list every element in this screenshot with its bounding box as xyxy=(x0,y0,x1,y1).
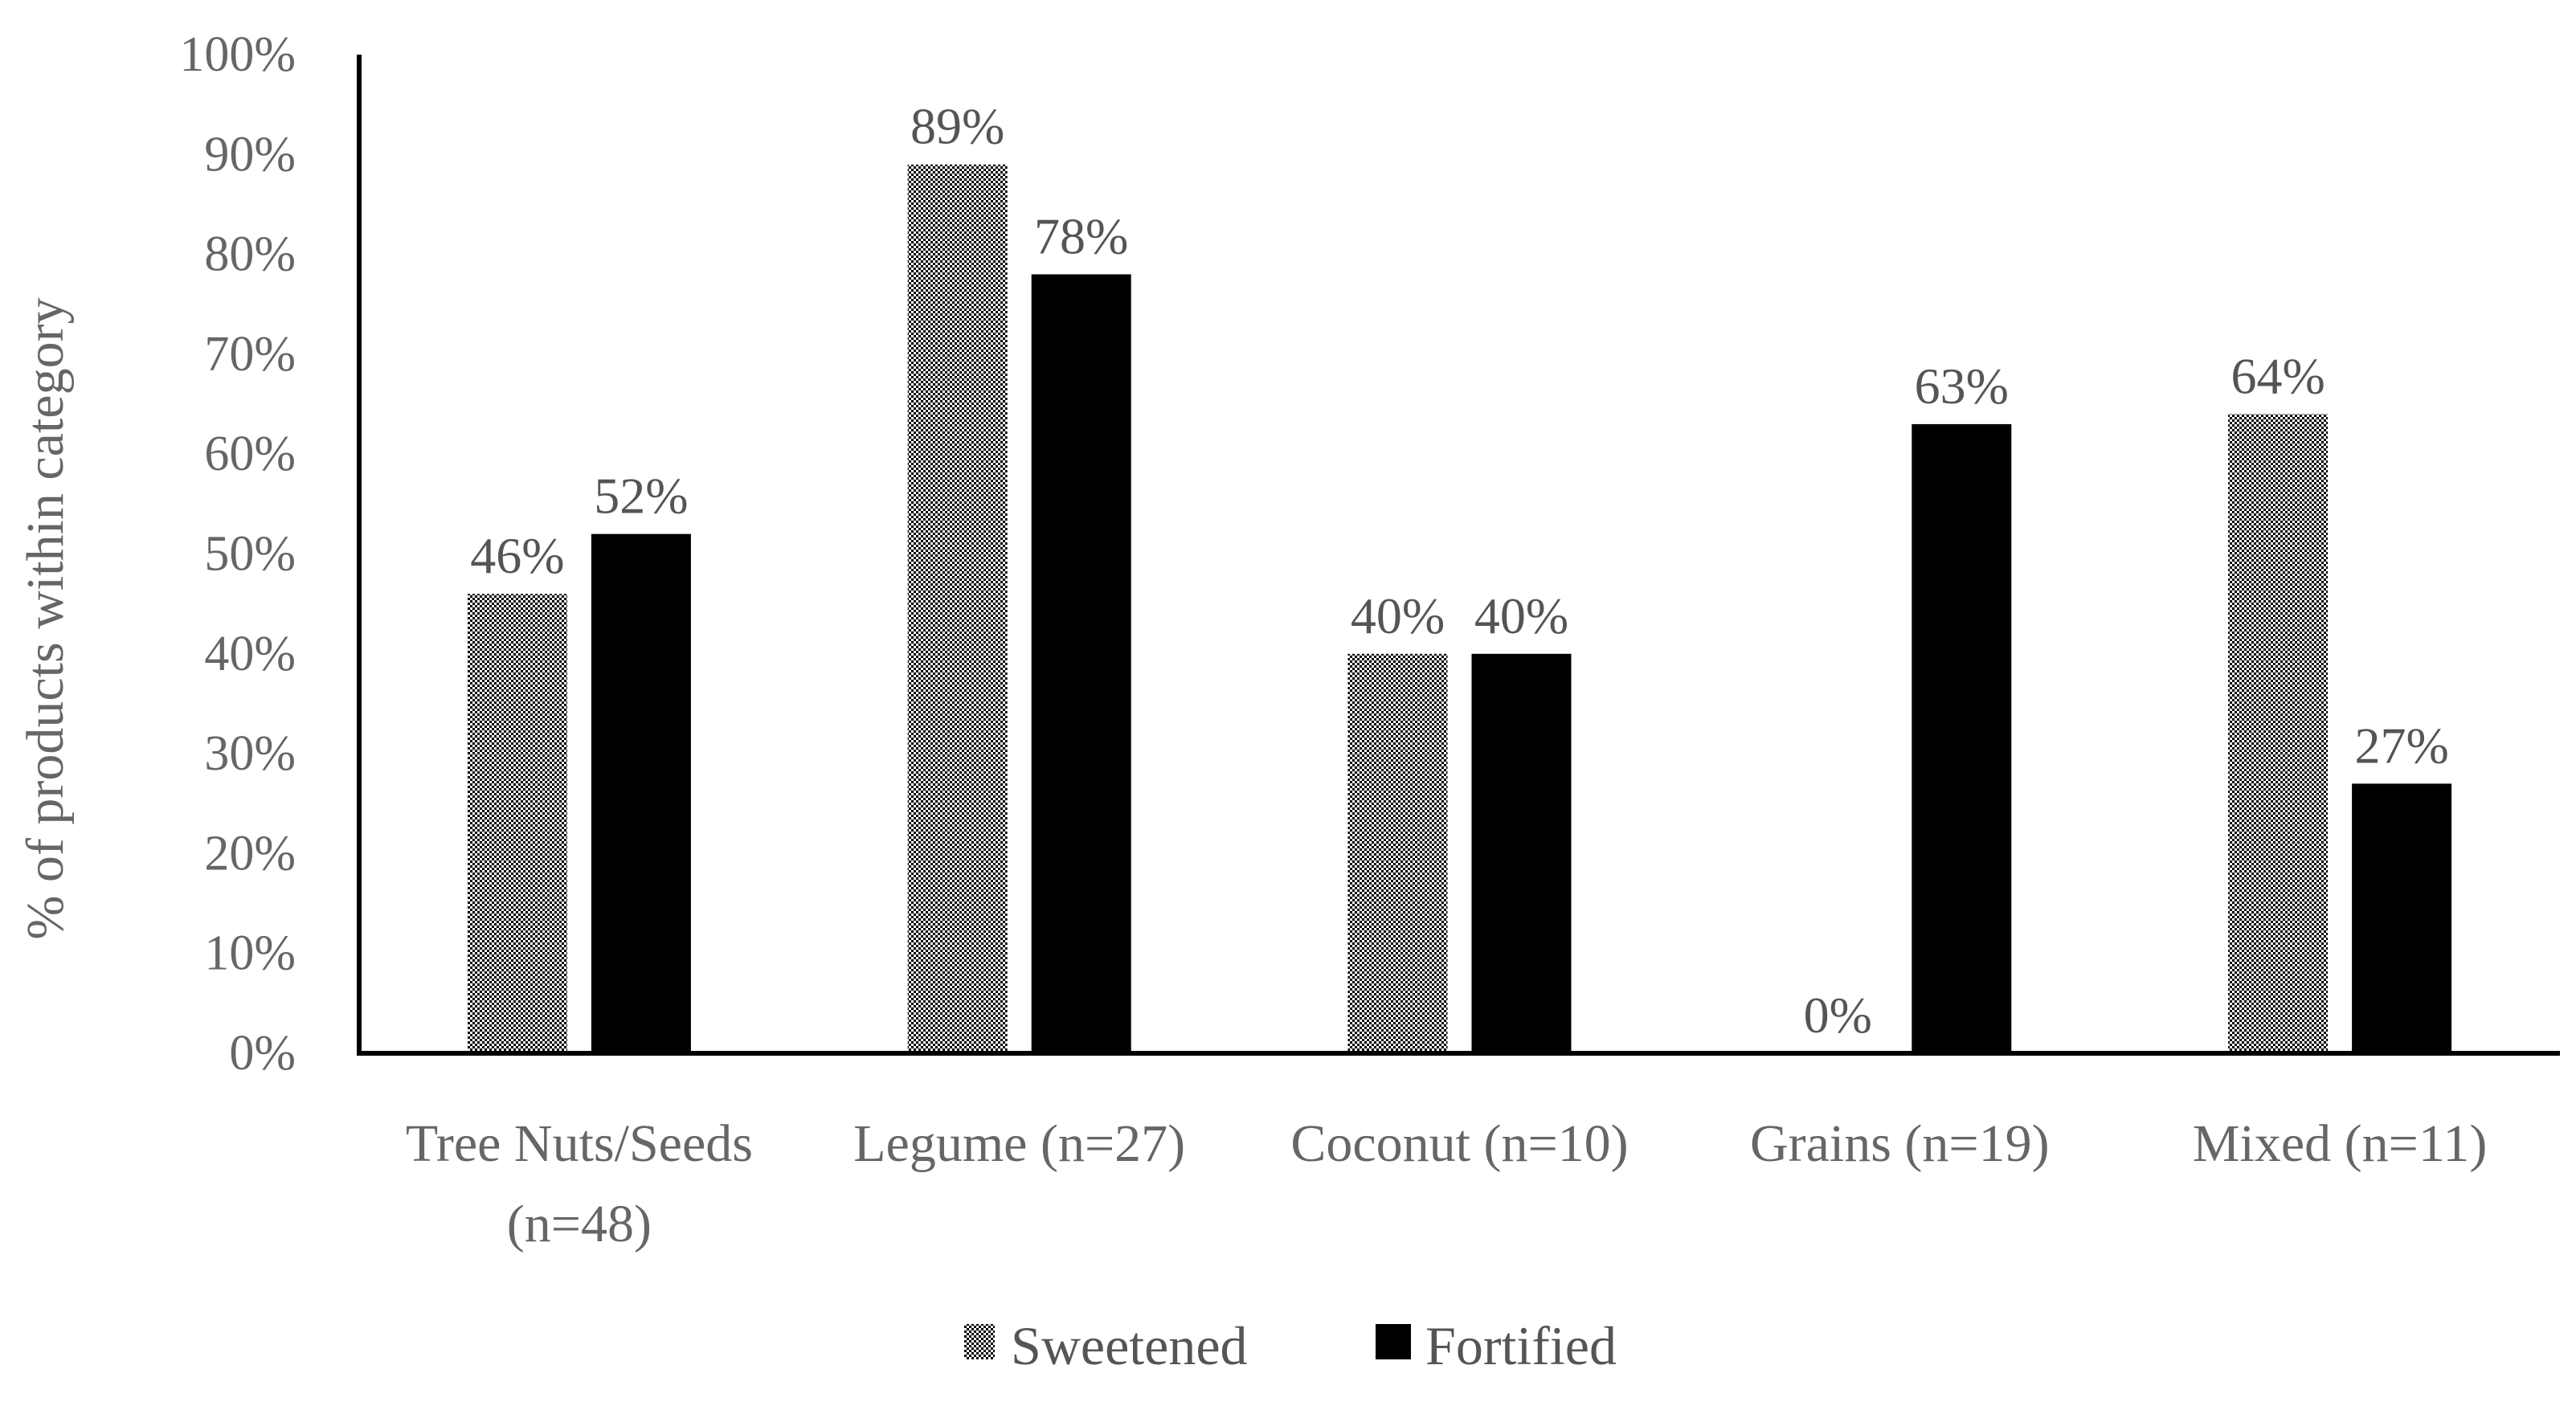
data-label-fortified: 27% xyxy=(2354,717,2448,774)
x-category-label: Coconut (n=10) xyxy=(1290,1114,1628,1173)
bar-fortified xyxy=(1471,653,1572,1053)
bar-sweetened xyxy=(2228,414,2329,1053)
y-tick-label: 20% xyxy=(204,826,296,881)
y-tick-label: 30% xyxy=(204,726,296,781)
bar-sweetened xyxy=(467,594,567,1053)
data-labels: 46% 89% 40% 0% 64% 52% 78% 40% 63% 27% xyxy=(470,98,2449,1044)
legend-swatch-fortified xyxy=(1376,1324,1411,1359)
bar-fortified xyxy=(2352,783,2452,1053)
data-label-fortified: 78% xyxy=(1034,207,1128,264)
y-tick-label: 40% xyxy=(204,627,296,681)
legend: Sweetened Fortified xyxy=(964,1315,1617,1376)
legend-label-fortified: Fortified xyxy=(1425,1315,1617,1376)
bar-fortified xyxy=(1031,274,1131,1054)
x-category-label: Tree Nuts/Seeds (n=48) xyxy=(406,1114,753,1253)
y-tick-label: 70% xyxy=(204,327,296,382)
bars xyxy=(467,164,2452,1054)
x-category-label: Grains (n=19) xyxy=(1750,1114,2050,1173)
legend-swatch-sweetened xyxy=(964,1324,995,1359)
y-tick-label: 10% xyxy=(204,926,296,981)
bar-sweetened xyxy=(907,164,1008,1054)
bar-fortified xyxy=(1912,423,2012,1053)
data-label-sweetened: 0% xyxy=(1804,987,1872,1044)
y-tick-label: 0% xyxy=(229,1026,296,1081)
y-axis-ticks: 0% 10% 20% 30% 40% 50% 60% 70% 80% 90% 100% xyxy=(179,27,296,1081)
legend-label-sweetened: Sweetened xyxy=(1011,1315,1248,1376)
y-tick-label: 50% xyxy=(204,527,296,582)
y-tick-label: 80% xyxy=(204,227,296,282)
x-category-label: Legume (n=27) xyxy=(853,1114,1185,1173)
data-label-sweetened: 40% xyxy=(1351,587,1445,644)
y-tick-label: 60% xyxy=(204,427,296,481)
y-axis-label: % of products within category xyxy=(16,297,75,939)
data-label-fortified: 63% xyxy=(1915,358,2009,415)
x-category-label: Mixed (n=11) xyxy=(2193,1114,2488,1173)
data-label-sweetened: 46% xyxy=(470,527,564,584)
y-tick-label: 100% xyxy=(179,27,296,82)
bar-fortified xyxy=(591,533,691,1053)
bar-sweetened xyxy=(1347,653,1448,1053)
data-label-sweetened: 64% xyxy=(2230,347,2325,404)
x-axis-categories: Tree Nuts/Seeds (n=48) Legume (n=27) Coconu… xyxy=(406,1114,2488,1253)
data-label-fortified: 52% xyxy=(594,468,688,525)
data-label-fortified: 40% xyxy=(1474,587,1568,644)
data-label-sweetened: 89% xyxy=(910,98,1004,155)
y-tick-label: 90% xyxy=(204,127,296,182)
